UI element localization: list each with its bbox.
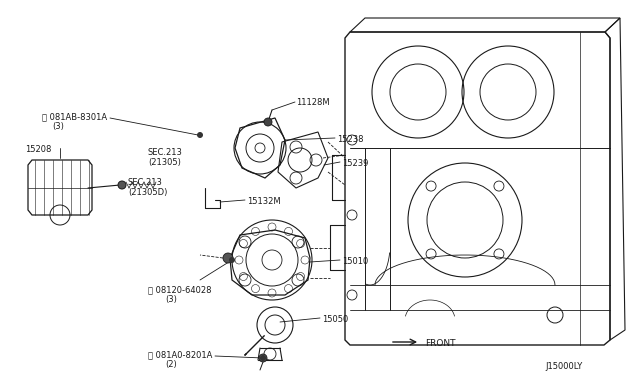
Text: (2): (2) [165,360,177,369]
Text: Ⓑ 081A0-8201A: Ⓑ 081A0-8201A [148,350,212,359]
Text: SEC.213: SEC.213 [128,178,163,187]
Text: 15010: 15010 [342,257,368,266]
Text: (3): (3) [165,295,177,304]
Circle shape [223,253,233,263]
Text: (21305D): (21305D) [128,188,168,197]
Text: 15132M: 15132M [247,197,280,206]
Text: (3): (3) [52,122,64,131]
Circle shape [118,181,126,189]
Text: 15050: 15050 [322,315,348,324]
Text: 15239: 15239 [342,159,369,168]
Text: J15000LY: J15000LY [545,362,582,371]
Circle shape [229,257,235,263]
Text: 15208: 15208 [25,145,51,154]
Text: SEC.213: SEC.213 [148,148,183,157]
Circle shape [259,354,267,362]
Circle shape [197,132,203,138]
Circle shape [260,355,266,361]
Circle shape [264,118,272,126]
Text: Ⓑ 081AB-8301A: Ⓑ 081AB-8301A [42,112,107,121]
Text: 11128M: 11128M [296,98,330,107]
Text: (21305): (21305) [148,158,181,167]
Text: FRONT: FRONT [425,339,456,348]
Text: Ⓑ 08120-64028: Ⓑ 08120-64028 [148,285,211,294]
Text: 15238: 15238 [337,135,364,144]
